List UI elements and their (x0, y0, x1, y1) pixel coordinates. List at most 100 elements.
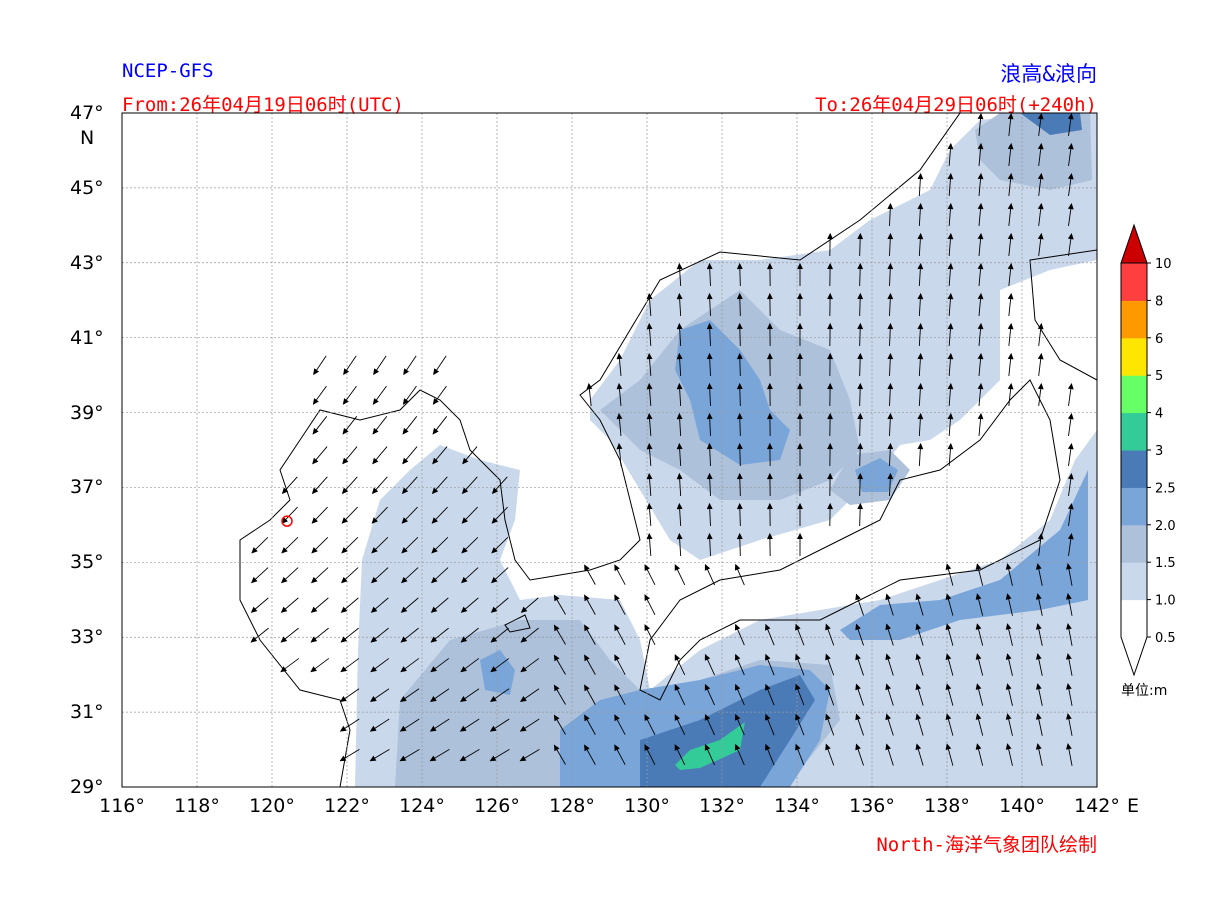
arrow-head (857, 382, 864, 390)
y-tick-label: 47° (70, 102, 104, 124)
arrow-head (616, 352, 623, 360)
colorbar-level-label: 1.5 (1155, 556, 1176, 571)
colorbar-level-label: 1.0 (1155, 594, 1176, 609)
x-tick-label: 140° (999, 795, 1045, 817)
arrow-head (1067, 232, 1074, 240)
arrow-head (370, 666, 377, 673)
arrow-head (1007, 292, 1014, 300)
arrow-head (977, 113, 984, 120)
arrow-head (917, 292, 924, 300)
arrow-head (977, 352, 984, 360)
arrow-head (797, 352, 803, 360)
arrow-head (616, 412, 623, 420)
arrow-head (977, 382, 984, 390)
arrow-head (766, 442, 773, 450)
arrow-head (797, 322, 803, 330)
arrow-head (520, 606, 528, 613)
arrow-head (887, 202, 894, 210)
arrow-head (795, 683, 801, 691)
arrow-head (827, 352, 834, 360)
arrow-head (736, 472, 743, 480)
arrow-head (372, 427, 379, 435)
arrow-head (977, 172, 984, 180)
arrow-head (431, 487, 439, 495)
credit: North-海洋气象团队绘制 (876, 834, 1097, 856)
colorbar-level-label: 5 (1155, 369, 1163, 384)
arrow-head (706, 262, 713, 270)
arrow-head (855, 743, 861, 751)
arrow-head (432, 457, 439, 465)
arrow-head (855, 683, 861, 691)
arrow-head (676, 532, 683, 540)
arrow-head (341, 547, 348, 554)
arrow-head (704, 683, 711, 691)
arrow-head (646, 322, 653, 330)
arrow-head (553, 714, 560, 722)
x-tick-label: 116° (99, 795, 145, 817)
arrow-head (885, 713, 891, 721)
arrow-head (885, 683, 891, 691)
arrow-head (281, 487, 289, 495)
y-tick-label: 37° (70, 476, 104, 499)
arrow-head (676, 472, 683, 480)
arrow-head (797, 292, 803, 300)
arrow-head (947, 142, 954, 150)
arrow-head (947, 412, 954, 420)
arrow-head (310, 666, 317, 673)
arrow-head (313, 368, 320, 376)
arrow-head (734, 743, 741, 751)
arrow-head (704, 713, 711, 721)
arrow-head (461, 576, 468, 584)
arrow-head (857, 412, 864, 420)
arrow-head (403, 368, 410, 376)
arrow-head (340, 636, 348, 643)
arrow-head (827, 232, 834, 240)
x-tick-label: 134° (774, 795, 820, 817)
colorbar-swatch (1121, 562, 1147, 601)
arrow-head (429, 755, 437, 762)
arrow-head (797, 532, 803, 540)
arrow-head (915, 713, 922, 721)
arrow-head (280, 636, 288, 643)
arrow-head (520, 696, 527, 702)
arrow-head (885, 653, 891, 661)
y-tick-label: 43° (70, 251, 104, 274)
arrow-head (855, 713, 861, 721)
arrow-head (1007, 142, 1014, 150)
arrow-head (490, 666, 497, 673)
arrow-head (370, 636, 378, 643)
y-tick-label: 45° (70, 176, 104, 199)
arrow-head (917, 442, 924, 450)
colorbar-extend-max (1120, 223, 1148, 264)
arrow-head (1067, 442, 1074, 450)
arrow-head (977, 142, 984, 150)
arrow-head (401, 517, 408, 524)
arrow-head (614, 594, 620, 602)
location-marker (281, 515, 293, 527)
arrow-head (1005, 563, 1012, 570)
arrow-head (644, 594, 650, 601)
y-tick-label: 29° (70, 776, 104, 798)
arrow-head (310, 606, 318, 613)
arrow-head (614, 564, 620, 572)
colorbar-swatch (1121, 487, 1147, 526)
arrow-head (885, 593, 891, 601)
arrow-head (887, 262, 894, 270)
arrow-head (855, 593, 861, 601)
wave-band-2.5-3 (1020, 113, 1082, 135)
wave-band-2.0-2.5 (855, 458, 898, 492)
arrow-head (584, 684, 590, 692)
arrow-head (339, 725, 347, 732)
arrow-head (734, 623, 741, 631)
arrow-head (827, 442, 834, 450)
arrow-head (917, 172, 924, 180)
arrow-head (945, 623, 952, 631)
arrow-head (399, 725, 407, 732)
x-tick-label: 130° (624, 795, 670, 817)
x-tick-label: 142° (1074, 795, 1120, 817)
arrow-head (947, 202, 954, 210)
wave-band-3-4 (675, 722, 745, 770)
arrow-head (706, 352, 713, 360)
arrow-head (766, 292, 773, 300)
